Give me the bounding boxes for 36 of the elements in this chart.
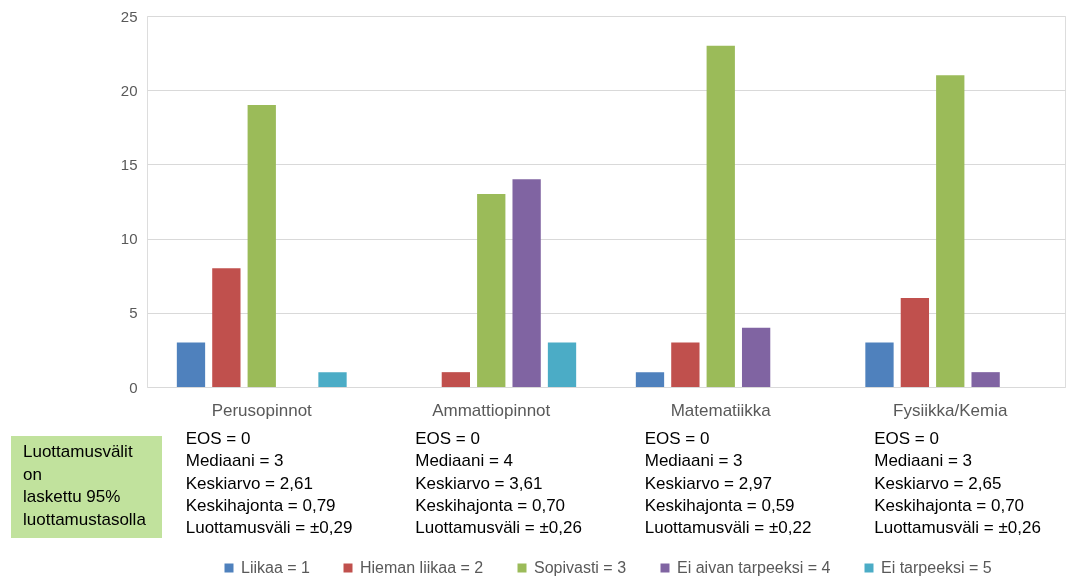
x-tick-label: Matematiikka xyxy=(670,400,772,420)
text: EOS = 0 Mediaani = 3 Keskiarvo = 2,61 Keskihajonta = 0,79 Luottamusväli = ±0,29 xyxy=(185,429,353,538)
legend-label: Ei aivan tarpeeksi = 4 xyxy=(677,559,831,576)
legend-label: Ei tarpeeksi = 5 xyxy=(881,559,992,576)
x-tick-label: Ammattiopinnot xyxy=(432,400,551,420)
bar xyxy=(936,75,965,387)
bar xyxy=(706,45,735,387)
y-tick-label: 0 xyxy=(129,378,138,396)
text: EOS = 0 Mediaani = 4 Keskiarvo = 3,61 Keskihajonta = 0,70 Luottamusväli = ±0,26 xyxy=(415,429,582,538)
y-tick-label: 5 xyxy=(129,304,138,322)
legend-label: Sopivasti = 3 xyxy=(534,559,627,576)
bar xyxy=(971,372,1000,387)
bar xyxy=(865,342,894,387)
bar xyxy=(318,372,347,387)
bar xyxy=(247,105,276,387)
y-tick-label: 25 xyxy=(120,7,138,25)
bar xyxy=(176,342,206,387)
y-tick-label: 15 xyxy=(120,155,138,173)
bar xyxy=(441,372,471,387)
x-tick-label: Fysiikka/Kemia xyxy=(893,400,1008,420)
bar xyxy=(212,268,241,387)
text: Luottamusvälit on laskettu 95% luottamustasolla xyxy=(23,442,147,529)
bar xyxy=(547,342,577,387)
text: EOS = 0 Mediaani = 3 Keskiarvo = 2,65 Keskihajonta = 0,70 Luottamusväli = ±0,26 xyxy=(874,429,1041,538)
y-tick-label: 20 xyxy=(120,81,138,99)
legend-label: Liikaa = 1 xyxy=(241,559,311,576)
bar xyxy=(671,342,700,387)
y-tick-label: 10 xyxy=(120,230,138,248)
bar xyxy=(741,327,771,387)
bar xyxy=(512,179,541,387)
bar xyxy=(635,372,665,387)
text: EOS = 0 Mediaani = 3 Keskiarvo = 2,97 Keskihajonta = 0,59 Luottamusväli = ±0,22 xyxy=(644,429,812,538)
x-tick-label: Perusopinnot xyxy=(211,400,313,420)
legend-label: Hieman liikaa = 2 xyxy=(360,559,484,576)
bar xyxy=(477,194,506,387)
bar xyxy=(900,297,930,387)
